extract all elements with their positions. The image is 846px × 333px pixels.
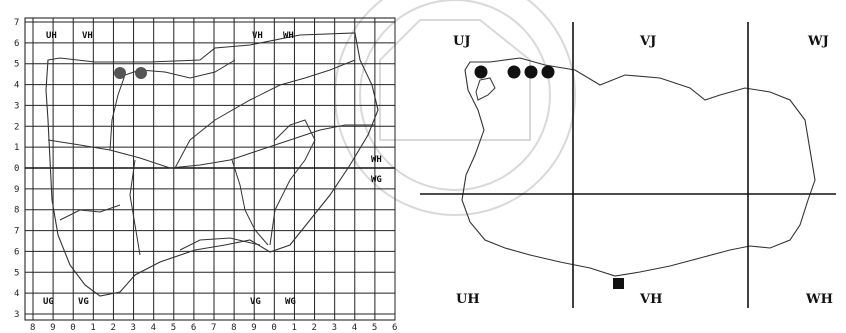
left-x-tick-label: 6 <box>191 323 196 333</box>
left-y-tick-label: 8 <box>14 206 19 216</box>
right-label-wh: WH <box>805 292 833 307</box>
left-map-river-1 <box>47 124 375 169</box>
left-label-vg-bottom: VG <box>78 297 89 307</box>
left-y-tick-label: 4 <box>14 289 19 299</box>
left-map-river-7 <box>179 237 261 251</box>
left-x-tick-label: 5 <box>372 323 377 333</box>
left-label-wh-top-right: WH <box>283 31 294 41</box>
left-y-tick-label: 4 <box>14 81 19 91</box>
left-label-wg-right: WG <box>371 175 382 185</box>
left-x-tick-label: 3 <box>332 323 337 333</box>
left-x-tick-label: 7 <box>211 323 216 333</box>
right-record-square <box>613 278 624 289</box>
right-record-dot-4 <box>541 65 555 79</box>
left-x-tick-label: 6 <box>392 323 397 333</box>
left-x-tick-label: 9 <box>50 323 55 333</box>
right-label-vh: VH <box>639 292 662 307</box>
left-y-tick-label: 6 <box>14 247 19 257</box>
left-y-tick-label: 6 <box>14 39 19 49</box>
left-x-tick-label: 8 <box>231 323 236 333</box>
left-y-tick-label: 0 <box>14 164 19 174</box>
left-x-tick-label: 0 <box>70 323 75 333</box>
left-y-tick-label: 2 <box>14 122 19 132</box>
left-label-vh-top-right: VH <box>252 31 263 41</box>
left-record-dot-2 <box>135 67 147 79</box>
left-x-tick-label: 3 <box>131 323 136 333</box>
left-x-tick-label: 5 <box>171 323 176 333</box>
left-x-tick-label: 9 <box>251 323 256 333</box>
right-label-wj: WJ <box>807 34 829 49</box>
left-map-region-border <box>45 32 379 297</box>
left-x-tick-label: 4 <box>151 323 156 333</box>
left-map-river-8 <box>59 204 121 221</box>
left-map-river-6 <box>129 159 141 256</box>
left-x-tick-label: 2 <box>110 323 115 333</box>
right-map-region-border <box>461 57 816 277</box>
left-x-tick-label: 0 <box>271 323 276 333</box>
left-y-tick-label: 5 <box>14 268 19 278</box>
right-record-dot-1 <box>474 65 488 79</box>
left-map-x-ticks: 8 9 0 1 2 3 4 5 6 7 8 9 0 1 2 3 4 5 6 <box>30 323 397 333</box>
left-record-dot-1 <box>114 67 126 79</box>
left-y-tick-label: 3 <box>14 310 19 320</box>
left-label-uh-top: UH <box>46 31 57 41</box>
left-label-vh-top: VH <box>82 31 93 41</box>
left-label-vg-bottom-right: VG <box>250 297 261 307</box>
right-record-dot-3 <box>524 65 538 79</box>
left-label-wg-bottom-right: WG <box>285 297 296 307</box>
left-x-tick-label: 8 <box>30 323 35 333</box>
left-map-river-5 <box>269 119 316 246</box>
left-map-river-3 <box>174 59 356 169</box>
left-map-river-4 <box>231 159 269 246</box>
left-x-tick-label: 4 <box>352 323 357 333</box>
left-y-tick-label: 5 <box>14 60 19 70</box>
left-x-tick-label: 1 <box>90 323 95 333</box>
right-record-dot-2 <box>507 65 521 79</box>
left-y-tick-label: 7 <box>14 227 19 237</box>
right-map-inner-line <box>475 77 496 101</box>
left-y-tick-label: 3 <box>14 101 19 111</box>
left-label-wh-right: WH <box>371 155 382 165</box>
left-x-tick-label: 1 <box>291 323 296 333</box>
left-map-grid <box>25 18 396 320</box>
left-label-ug-bottom: UG <box>43 297 54 307</box>
right-label-vj: VJ <box>639 34 656 49</box>
right-label-uh: UH <box>456 292 480 307</box>
right-map: UJ VJ WJ UH VH WH <box>420 22 836 308</box>
left-y-tick-label: 9 <box>14 185 19 195</box>
right-label-uj: UJ <box>453 34 471 49</box>
left-y-tick-label: 1 <box>14 143 19 153</box>
left-x-tick-label: 2 <box>312 323 317 333</box>
left-y-tick-label: 7 <box>14 18 19 28</box>
